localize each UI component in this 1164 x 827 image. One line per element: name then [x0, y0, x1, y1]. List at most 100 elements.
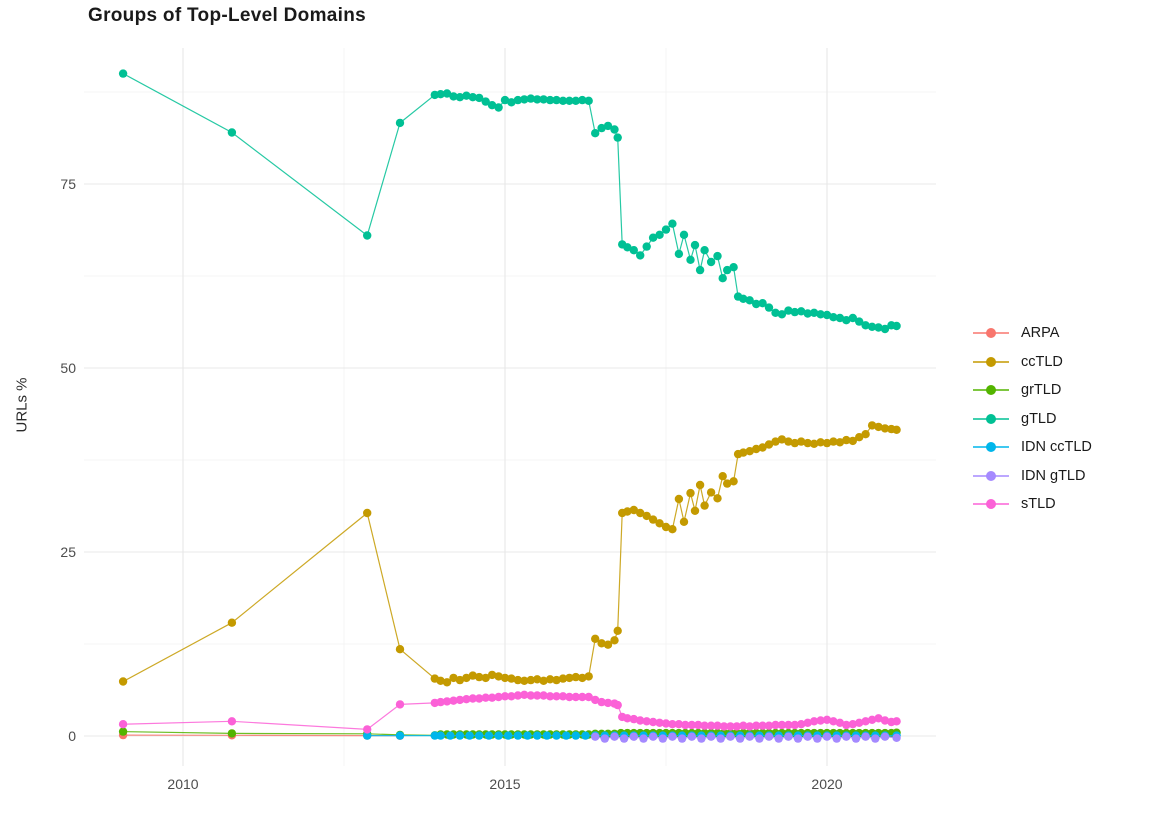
data-point-gtld — [655, 230, 664, 239]
data-point-gtld — [855, 317, 864, 326]
data-point-gtld — [539, 95, 548, 104]
data-point-cctld — [848, 436, 857, 446]
data-point-stld — [571, 692, 580, 702]
data-point-gtld — [695, 265, 705, 275]
data-point-gtld — [706, 257, 716, 267]
data-point-cctld — [713, 494, 722, 503]
data-point-stld — [706, 721, 716, 730]
data-point-idn-gtld — [677, 734, 687, 743]
data-point-cctld — [642, 511, 651, 521]
data-point-cctld — [436, 676, 445, 685]
data-point-stld — [764, 721, 774, 730]
data-point-cctld — [679, 517, 689, 526]
data-point-gtld — [723, 265, 732, 275]
data-point-cctld — [629, 505, 638, 515]
data-point-gtld — [764, 303, 774, 312]
data-point-gtld — [552, 95, 561, 105]
data-point-gtld — [771, 308, 780, 317]
data-point-cctld — [874, 422, 883, 432]
data-point-cctld — [455, 675, 465, 685]
data-point-stld — [227, 717, 237, 726]
data-point-gtld — [227, 128, 237, 137]
data-point-cctld — [835, 438, 845, 447]
data-point-gtld — [739, 294, 748, 303]
data-point-idn-cctld — [395, 731, 405, 740]
data-point-gtld — [842, 316, 851, 325]
data-point-stld — [494, 692, 503, 702]
y-tick-label: 0 — [68, 728, 76, 744]
data-point-gtld — [690, 240, 700, 250]
data-point-cctld — [668, 525, 677, 534]
data-point-idn-gtld — [861, 732, 870, 741]
data-point-cctld — [690, 506, 700, 515]
data-point-stld — [822, 715, 832, 724]
data-point-gtld — [468, 93, 477, 102]
data-point-cctld — [597, 639, 606, 648]
series-gtld — [118, 69, 901, 334]
data-point-gtld — [848, 313, 857, 323]
data-point-idn-cctld — [504, 731, 513, 740]
data-point-stld — [613, 700, 622, 710]
data-point-gtld — [874, 323, 883, 332]
data-point-cctld — [842, 435, 851, 445]
data-point-stld — [481, 693, 490, 702]
data-point-gtld — [829, 313, 838, 322]
data-point-gtld — [545, 95, 555, 105]
data-point-cctld — [855, 433, 864, 442]
data-point-stld — [395, 700, 405, 709]
data-point-cctld — [648, 515, 658, 524]
legend-label: IDN gTLD — [1021, 467, 1086, 484]
data-point-cctld — [468, 671, 477, 680]
data-point-cctld — [533, 675, 542, 684]
legend-label: ccTLD — [1021, 353, 1063, 370]
series-idn-gtld — [591, 732, 901, 743]
data-point-gtld — [363, 231, 372, 240]
data-point-stld — [578, 692, 587, 702]
data-point-idn-cctld — [455, 731, 465, 740]
data-point-cctld — [462, 673, 471, 683]
data-point-stld — [848, 720, 857, 729]
legend-key-icon-arpa — [973, 327, 1009, 339]
data-point-stld — [700, 721, 709, 730]
data-point-stld — [449, 696, 458, 705]
data-point-stld — [462, 695, 471, 704]
data-point-gtld — [758, 299, 767, 308]
data-point-idn-gtld — [648, 732, 658, 741]
data-point-cctld — [764, 440, 774, 449]
legend-key-icon-gtld — [973, 413, 1009, 425]
data-point-cctld — [867, 421, 877, 430]
data-point-idn-cctld — [436, 731, 445, 740]
data-point-stld — [552, 692, 561, 701]
data-point-cctld — [636, 508, 645, 518]
data-point-cctld — [395, 645, 405, 654]
data-point-cctld — [723, 479, 732, 488]
data-point-stld — [526, 691, 535, 700]
data-point-cctld — [797, 437, 806, 446]
data-point-stld — [739, 721, 748, 730]
data-point-cctld — [729, 477, 738, 486]
data-point-idn-cctld — [430, 731, 439, 740]
data-point-stld — [648, 717, 658, 727]
data-point-idn-gtld — [591, 732, 600, 741]
data-point-gtld — [487, 101, 497, 110]
data-point-gtld — [835, 313, 845, 323]
data-point-cctld — [816, 438, 825, 447]
data-point-gtld — [745, 296, 754, 305]
data-point-cctld — [695, 480, 705, 490]
data-point-stld — [363, 725, 372, 734]
data-point-idn-gtld — [619, 734, 629, 743]
data-point-stld — [726, 722, 735, 731]
data-point-idn-cctld — [542, 731, 552, 740]
data-point-idn-gtld — [745, 732, 754, 741]
data-point-stld — [719, 722, 729, 731]
data-point-idn-gtld — [851, 734, 861, 743]
data-point-cctld — [706, 488, 716, 497]
data-point-gtld — [584, 96, 593, 106]
legend-key-icon-idn-cctld — [973, 441, 1009, 453]
data-point-cctld — [623, 507, 632, 516]
data-point-cctld — [526, 675, 535, 685]
data-point-gtld — [700, 246, 709, 255]
data-point-gtld — [597, 123, 606, 133]
